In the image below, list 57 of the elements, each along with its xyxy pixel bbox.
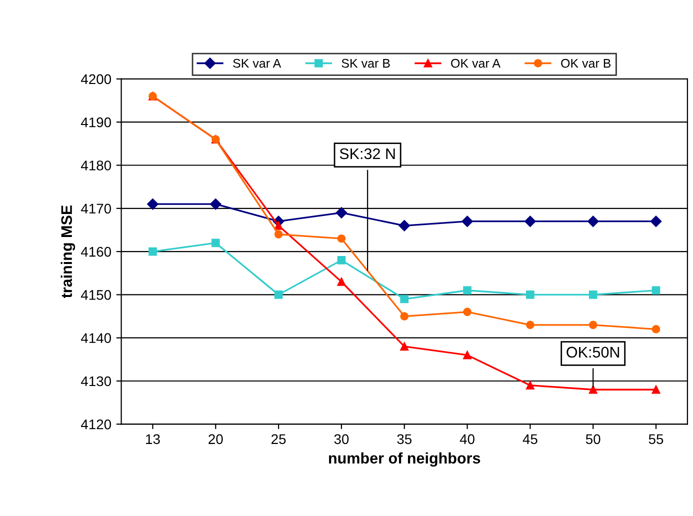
y-tick-label: 4130 (80, 376, 112, 386)
point (587, 216, 599, 227)
legend-label: SK var A (233, 58, 282, 68)
y-axis-title: training MSE (60, 205, 76, 298)
point (148, 247, 157, 256)
point (336, 207, 348, 218)
point (524, 216, 536, 227)
point (210, 198, 222, 210)
y-tick-label: 4140 (80, 333, 112, 344)
annotation: SK:32 N (340, 148, 395, 160)
point (274, 290, 283, 299)
x-tick-label: 45 (522, 434, 538, 444)
point (526, 290, 534, 299)
point (337, 278, 346, 286)
point (588, 290, 598, 299)
x-tick-label: 50 (586, 434, 600, 444)
x-tick-label: 13 (146, 434, 160, 444)
point (526, 320, 534, 330)
point (463, 308, 472, 316)
point (526, 381, 534, 390)
y-tick-label: 4150 (80, 290, 112, 300)
point (400, 312, 409, 320)
x-tick-label: 25 (272, 434, 286, 444)
point (462, 216, 473, 227)
legend-label: OK var A (451, 58, 500, 68)
point (652, 325, 660, 334)
x-tick-label: 20 (208, 434, 223, 444)
point (211, 238, 220, 248)
annotation: OK:50N (566, 346, 620, 358)
point (652, 286, 660, 295)
x-tick-label: 55 (648, 434, 664, 444)
point (337, 256, 346, 264)
y-tick-label: 4200 (80, 74, 112, 84)
point (652, 385, 660, 394)
y-tick-label: 4160 (80, 246, 112, 257)
legend-label: SK var B (342, 58, 390, 68)
point (400, 294, 409, 304)
point (337, 234, 346, 243)
point (588, 385, 598, 394)
x-tick-label: 40 (460, 434, 474, 444)
y-tick-label: 4170 (80, 204, 112, 214)
legend-label: OK var B (561, 58, 611, 68)
point (650, 216, 662, 227)
point (398, 220, 410, 232)
point (463, 286, 472, 295)
x-tick-label: 35 (397, 434, 412, 444)
point (147, 198, 158, 210)
point (400, 342, 409, 351)
point (274, 230, 283, 238)
y-tick-label: 4180 (80, 160, 112, 170)
point (463, 350, 472, 360)
point (274, 221, 283, 230)
x-axis-title: number of neighbors (328, 452, 480, 467)
x-tick-label: 30 (334, 434, 349, 444)
y-tick-label: 4190 (80, 117, 112, 128)
point (588, 320, 598, 330)
y-tick-label: 4120 (80, 419, 112, 430)
